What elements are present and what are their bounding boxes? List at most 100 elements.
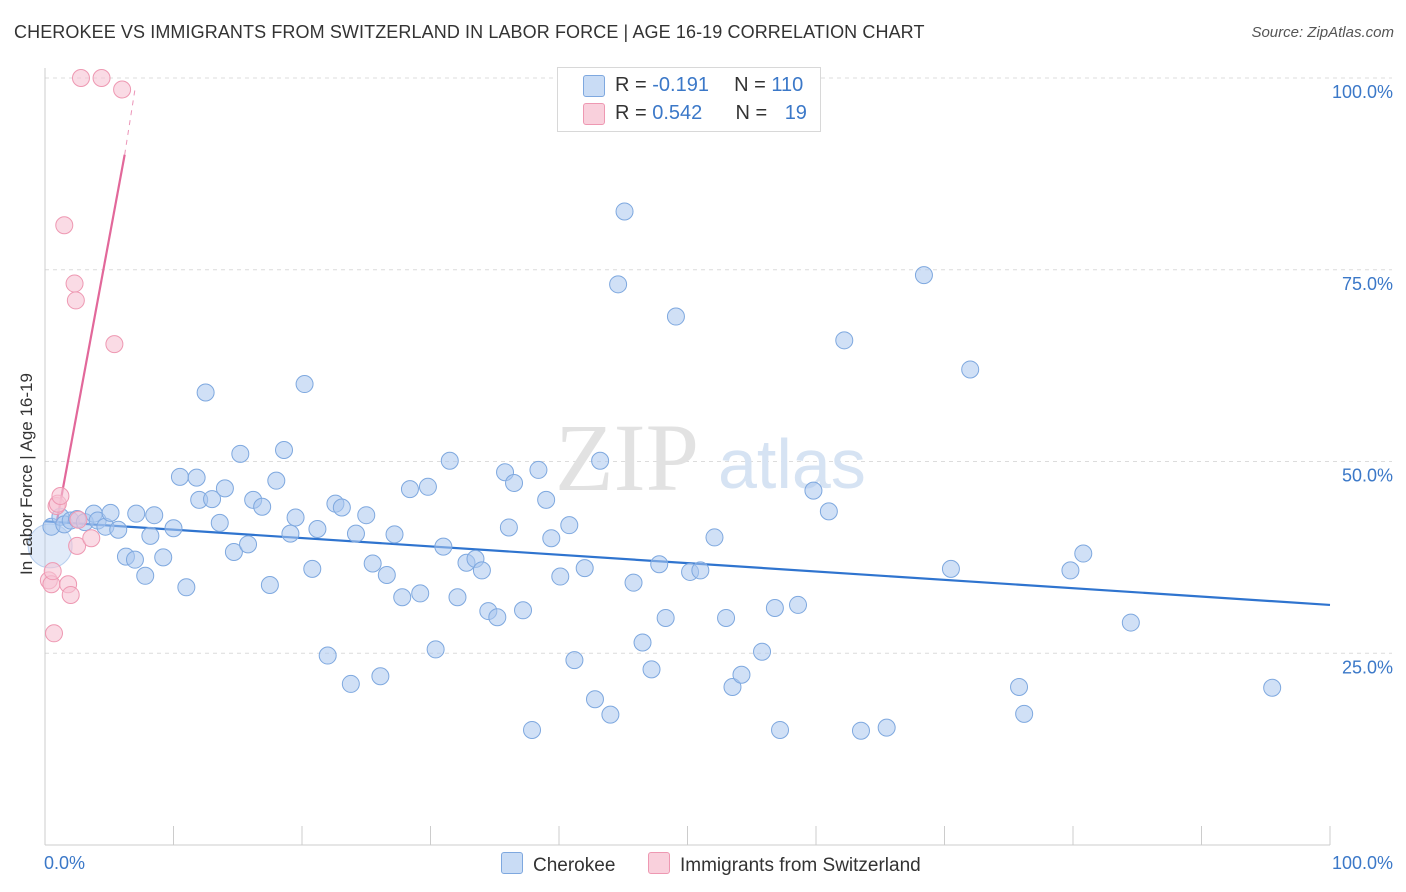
data-point-cherokee <box>961 360 980 379</box>
data-point-cherokee <box>136 566 155 585</box>
x-tick-label: 100.0% <box>1332 853 1393 873</box>
data-point-switzerland <box>113 80 132 99</box>
data-point-cherokee <box>765 598 784 617</box>
data-point-cherokee <box>177 578 196 597</box>
n-value: 110 <box>771 74 804 96</box>
data-point-cherokee <box>164 519 183 538</box>
data-point-cherokee <box>1074 544 1093 563</box>
correlation-legend: R = -0.191 N = 110 R = 0.542 N = 19 <box>557 67 821 132</box>
data-point-cherokee <box>295 375 314 394</box>
legend-swatch-switzerland <box>583 103 605 125</box>
y-tick-label: 75.0% <box>1342 274 1393 294</box>
data-point-cherokee <box>141 526 160 545</box>
data-point-cherokee <box>542 529 561 548</box>
data-point-cherokee <box>624 573 643 592</box>
data-point-cherokee <box>723 677 742 696</box>
data-point-cherokee <box>371 667 390 686</box>
data-point-cherokee <box>499 518 518 537</box>
data-point-cherokee <box>286 508 305 527</box>
data-points <box>27 69 1282 740</box>
data-point-cherokee <box>125 550 144 569</box>
data-point-cherokee <box>633 633 652 652</box>
data-point-cherokee <box>1015 704 1034 723</box>
data-point-cherokee <box>642 660 661 679</box>
data-point-cherokee <box>357 506 376 525</box>
r-label: R = <box>615 74 653 96</box>
legend-item-cherokee[interactable]: Cherokee <box>501 852 615 877</box>
data-point-cherokee <box>224 543 243 562</box>
data-point-cherokee <box>488 608 507 627</box>
trend-line-switzerland <box>55 154 126 524</box>
data-point-cherokee <box>109 520 128 539</box>
axes <box>44 68 1331 846</box>
legend-swatch-cherokee <box>583 75 605 97</box>
data-point-cherokee <box>318 646 337 665</box>
data-point-cherokee <box>575 559 594 578</box>
data-point-switzerland <box>92 69 111 87</box>
data-point-cherokee <box>196 383 215 402</box>
y-tick-label: 50.0% <box>1342 466 1393 486</box>
data-point-cherokee <box>1121 613 1140 632</box>
data-point-cherokee <box>215 479 234 498</box>
data-point-switzerland <box>65 274 84 293</box>
data-point-cherokee <box>101 503 120 522</box>
data-point-cherokee <box>877 718 896 737</box>
data-point-cherokee <box>1010 677 1029 696</box>
legend-label-cherokee: Cherokee <box>533 855 616 876</box>
trend-line-cherokee <box>44 520 1331 607</box>
watermark-zip: ZIP <box>555 404 699 511</box>
data-point-cherokee <box>650 555 669 574</box>
data-point-switzerland <box>43 562 62 581</box>
series-legend: Cherokee Immigrants from Switzerland <box>0 852 1406 878</box>
watermark: ZIP atlas <box>555 404 866 511</box>
data-point-cherokee <box>303 559 322 578</box>
data-point-switzerland <box>71 69 90 87</box>
data-point-cherokee <box>771 720 790 739</box>
legend-swatch-cherokee <box>501 852 523 874</box>
data-point-cherokee <box>819 502 838 521</box>
data-point-switzerland <box>68 536 87 555</box>
data-point-cherokee <box>560 516 579 535</box>
data-point-cherokee <box>308 519 327 538</box>
n-label: N = <box>735 102 773 124</box>
data-point-cherokee <box>565 651 584 670</box>
data-point-cherokee <box>275 440 294 459</box>
data-point-cherokee <box>505 473 524 492</box>
data-point-cherokee <box>393 588 412 607</box>
data-point-cherokee <box>591 451 610 470</box>
data-point-cherokee <box>145 506 164 525</box>
data-point-cherokee <box>341 674 360 693</box>
data-point-cherokee <box>609 275 628 294</box>
data-point-cherokee <box>154 548 173 567</box>
chart-title: CHEROKEE VS IMMIGRANTS FROM SWITZERLAND … <box>14 22 925 42</box>
r-value: 0.542 <box>652 102 703 124</box>
data-point-cherokee <box>753 642 772 661</box>
data-point-cherokee <box>418 477 437 496</box>
data-point-cherokee <box>210 513 229 532</box>
data-point-switzerland <box>66 291 85 310</box>
legend-item-switzerland[interactable]: Immigrants from Switzerland <box>648 852 921 877</box>
n-value: 19 <box>784 102 807 124</box>
y-tick-label: 100.0% <box>1332 82 1393 102</box>
r-value: -0.191 <box>652 74 709 96</box>
data-point-cherokee <box>705 528 724 547</box>
data-point-cherokee <box>914 266 933 285</box>
data-point-switzerland <box>51 487 70 506</box>
data-point-cherokee <box>332 498 351 517</box>
data-point-cherokee <box>377 566 396 585</box>
data-point-cherokee <box>363 554 382 573</box>
y-tick-label: 25.0% <box>1342 657 1393 677</box>
data-point-cherokee <box>1263 678 1282 697</box>
data-point-cherokee <box>585 690 604 709</box>
data-point-cherokee <box>615 202 634 221</box>
legend-label-switzerland: Immigrants from Switzerland <box>680 855 921 876</box>
data-point-cherokee <box>346 524 365 543</box>
data-point-cherokee <box>253 497 272 516</box>
data-point-cherokee <box>260 575 279 594</box>
data-point-switzerland <box>82 529 101 548</box>
data-point-cherokee <box>789 595 808 614</box>
data-point-cherokee <box>239 535 258 554</box>
data-point-cherokee <box>601 705 620 724</box>
data-point-cherokee <box>523 720 542 739</box>
data-point-cherokee <box>434 537 453 556</box>
